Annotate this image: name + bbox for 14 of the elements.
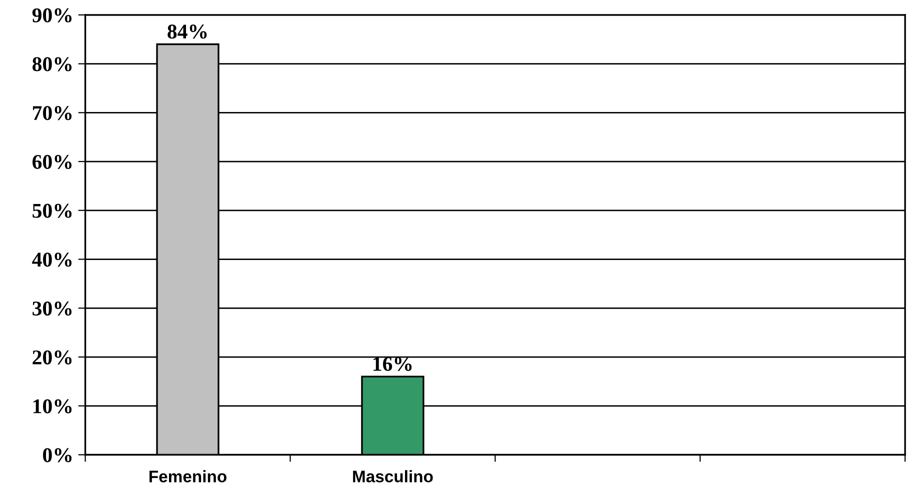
y-tick-label: 40%	[32, 252, 72, 267]
y-tick-label: 50%	[32, 204, 72, 218]
data-label: 16%	[374, 356, 412, 372]
x-tick-label: Masculino	[353, 470, 433, 482]
y-tick-label: 70%	[33, 106, 72, 120]
y-tick-label: 20%	[32, 350, 72, 365]
y-tick-label: 80%	[32, 57, 72, 72]
y-tick-label: 30%	[32, 302, 72, 316]
y-tick-label: 0%	[43, 448, 72, 462]
y-tick-label: 60%	[32, 154, 72, 170]
x-tick-label: Femenino	[150, 470, 226, 482]
y-tick-label: 90%	[32, 8, 72, 22]
data-label: 84%	[168, 24, 207, 39]
y-tick-label: 10%	[33, 399, 72, 414]
